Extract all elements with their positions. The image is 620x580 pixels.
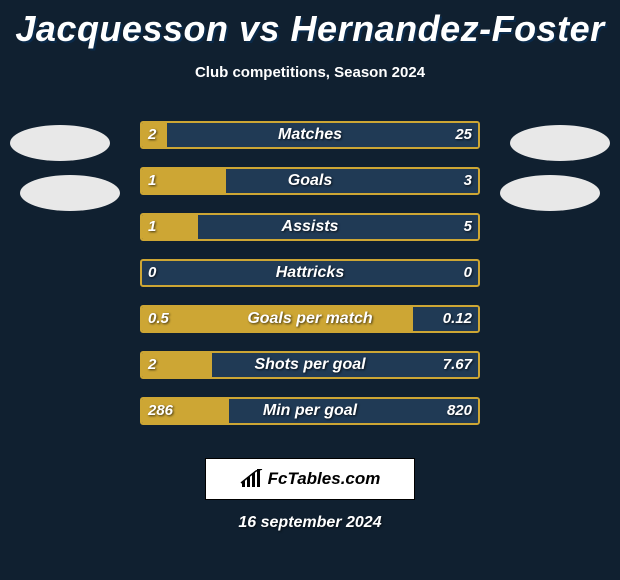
value-left: 2 <box>148 121 156 149</box>
value-right: 0.12 <box>443 305 472 333</box>
bar-right <box>226 169 478 193</box>
page-title: Jacquesson vs Hernandez-Foster <box>0 0 620 50</box>
vs-separator: vs <box>239 8 280 49</box>
bar-track <box>140 259 480 287</box>
player-a-name: Jacquesson <box>15 8 228 49</box>
comparison-chart: 225Matches13Goals15Assists00Hattricks0.5… <box>0 121 620 425</box>
bar-track <box>140 167 480 195</box>
bar-right <box>212 353 478 377</box>
value-right: 0 <box>464 259 472 287</box>
stat-row: 27.67Shots per goal <box>0 351 620 379</box>
bar-track <box>140 397 480 425</box>
stat-row: 00Hattricks <box>0 259 620 287</box>
value-left: 0.5 <box>148 305 169 333</box>
logo-text: FcTables.com <box>268 469 381 489</box>
value-left: 286 <box>148 397 173 425</box>
value-left: 1 <box>148 213 156 241</box>
subtitle: Club competitions, Season 2024 <box>0 64 620 81</box>
stat-row: 15Assists <box>0 213 620 241</box>
source-logo: FcTables.com <box>205 458 415 500</box>
bar-left <box>142 307 413 331</box>
value-right: 820 <box>447 397 472 425</box>
bar-track <box>140 121 480 149</box>
stat-row: 286820Min per goal <box>0 397 620 425</box>
value-right: 7.67 <box>443 351 472 379</box>
stat-row: 0.50.12Goals per match <box>0 305 620 333</box>
value-left: 2 <box>148 351 156 379</box>
bar-right <box>198 215 478 239</box>
player-b-name: Hernandez-Foster <box>291 8 605 49</box>
stat-row: 13Goals <box>0 167 620 195</box>
value-left: 1 <box>148 167 156 195</box>
value-left: 0 <box>148 259 156 287</box>
chart-icon <box>240 469 264 489</box>
chart-rows: 225Matches13Goals15Assists00Hattricks0.5… <box>0 121 620 425</box>
bar-track <box>140 213 480 241</box>
bar-track <box>140 351 480 379</box>
bar-right <box>167 123 478 147</box>
value-right: 3 <box>464 167 472 195</box>
stat-row: 225Matches <box>0 121 620 149</box>
value-right: 5 <box>464 213 472 241</box>
bar-track <box>140 305 480 333</box>
date-label: 16 september 2024 <box>0 514 620 532</box>
bar-right <box>229 399 478 423</box>
value-right: 25 <box>455 121 472 149</box>
